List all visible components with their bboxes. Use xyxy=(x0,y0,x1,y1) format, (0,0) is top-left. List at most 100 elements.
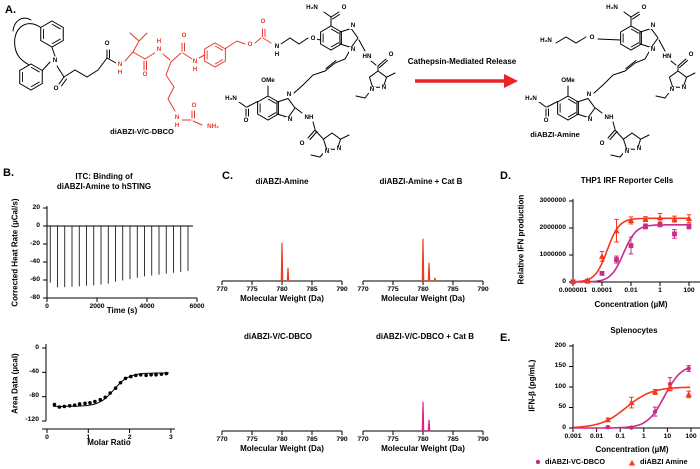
itc-data-point xyxy=(52,402,57,407)
chart-shape xyxy=(639,27,659,49)
chart-shape xyxy=(679,60,688,68)
data-point-circle xyxy=(605,424,611,430)
chart-shape xyxy=(640,134,650,140)
chart-shape xyxy=(214,45,224,51)
tick-label: -80 xyxy=(29,392,39,400)
chart-shape xyxy=(30,81,40,88)
tick-label: 775 xyxy=(387,436,399,443)
atom-label: OMe xyxy=(559,76,577,84)
atom-label: NH xyxy=(303,113,315,121)
chart-shape xyxy=(309,131,318,140)
atom-label: N xyxy=(585,90,593,98)
itc-data-point xyxy=(164,371,169,376)
panel-a-label: A. xyxy=(5,4,16,16)
tick-label: 775 xyxy=(246,286,258,293)
data-point-triangle xyxy=(584,277,591,283)
atom-label: NH₂ xyxy=(204,123,222,130)
data-point-circle xyxy=(686,366,691,371)
atom-label: O xyxy=(598,139,606,147)
atom-label: N xyxy=(668,85,676,93)
itc-area-ylabel: Area Data (µcal) xyxy=(10,353,20,414)
tick-label: -120 xyxy=(25,416,39,424)
tick-label: 6000 xyxy=(189,303,205,310)
chart-shape xyxy=(595,107,603,114)
tick-label: 0.000001 xyxy=(558,287,588,294)
chart-shape xyxy=(377,58,387,67)
ms4-xlabel: Molecular Weight (Da) xyxy=(381,444,465,453)
tick-label: 200 xyxy=(554,341,566,349)
tick-label: 770 xyxy=(216,436,228,443)
itc-data-point xyxy=(88,400,92,405)
atom-label: O xyxy=(180,31,188,39)
chart-shape xyxy=(51,47,56,57)
tick-label: 785 xyxy=(306,436,318,443)
atom-label: H₂N xyxy=(222,95,240,102)
atom-label: H₂N xyxy=(537,37,555,44)
atom-label: N xyxy=(380,83,388,91)
chart-shape xyxy=(368,70,388,88)
data-point-triangle xyxy=(685,391,692,397)
data-point-triangle xyxy=(628,459,636,466)
itc-data-point xyxy=(154,372,158,377)
chart-shape xyxy=(293,48,352,94)
right-molecule-name: diABZI-Amine xyxy=(530,130,580,139)
atom-label: O xyxy=(309,34,317,42)
chart-shape xyxy=(610,154,621,158)
ms-peak xyxy=(421,401,425,432)
data-point-triangle xyxy=(613,227,620,234)
ms2-title: diABZI-Amine + Cat B xyxy=(379,177,463,186)
chart-shape xyxy=(132,51,146,60)
tick-label: 0.1 xyxy=(615,433,625,440)
tick-label: 790 xyxy=(336,436,348,443)
tick-label: 0.001 xyxy=(564,433,582,440)
chart-shape xyxy=(41,61,51,71)
tick-label: 0.01 xyxy=(589,433,604,440)
itc-data-point xyxy=(83,401,87,406)
thp1-ylabel: Relative IFN production xyxy=(516,194,526,285)
chart-shape xyxy=(170,52,182,63)
atom-label: H xyxy=(116,68,124,76)
tick-label: 20 xyxy=(32,203,40,211)
ms4-title: diABZI-V/C-DBCO + Cat B xyxy=(376,332,474,341)
data-point-triangle xyxy=(666,383,674,390)
atom-label: O xyxy=(242,116,250,124)
atom-label: H xyxy=(173,121,181,129)
chart-shape xyxy=(632,14,640,20)
itc-data-point xyxy=(103,395,108,400)
chart-shape xyxy=(555,36,587,44)
itc-data-point xyxy=(129,374,133,379)
atom-label: N xyxy=(273,42,281,50)
atom-label: O xyxy=(52,84,60,92)
chart-shape xyxy=(386,72,396,78)
chart-shape xyxy=(165,61,176,112)
chart-shape xyxy=(546,101,559,108)
atom-label: O xyxy=(298,139,306,147)
data-point-triangle xyxy=(628,399,635,406)
tick-label: -20 xyxy=(30,239,40,247)
atom-label: N xyxy=(335,144,343,152)
itc-data-point xyxy=(123,376,128,381)
tick-label: 785 xyxy=(447,436,459,443)
ms1-xlabel: Molecular Weight (Da) xyxy=(240,294,324,303)
itc-raw-xlabel: Time (s) xyxy=(106,306,138,315)
chart-shape xyxy=(630,28,640,34)
itc-title-line2: diABZI-Amine to hSTING xyxy=(56,182,152,191)
atom-label: N xyxy=(349,45,357,53)
tick-label: 3 xyxy=(169,434,173,441)
chart-shape xyxy=(267,112,277,118)
chart-shape xyxy=(314,129,324,140)
panel-c-label: C. xyxy=(222,170,233,182)
tick-label: 4000 xyxy=(139,303,155,310)
atom-label: O xyxy=(141,70,149,78)
tick-label: 770 xyxy=(357,286,369,293)
data-point-square xyxy=(657,222,663,228)
chart-shape xyxy=(686,72,696,78)
chart-shape xyxy=(56,65,65,78)
itc-data-point xyxy=(159,372,164,376)
panel-e-label: E. xyxy=(500,332,511,344)
ms-peak xyxy=(433,277,437,282)
atom-label: O xyxy=(588,33,596,41)
chart-shape xyxy=(358,39,366,52)
